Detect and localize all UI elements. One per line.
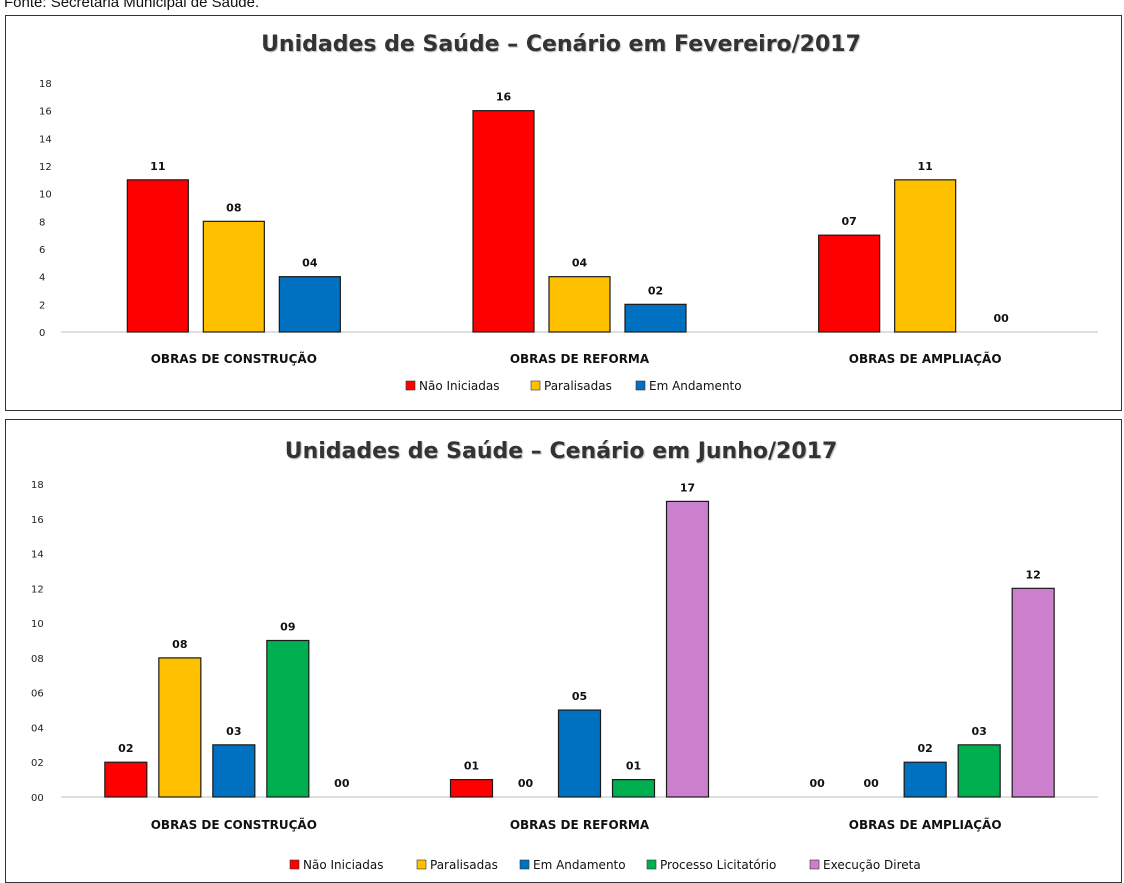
data-label: 00	[810, 777, 826, 790]
bar	[557, 709, 602, 798]
chart-junho: Unidades de Saúde – Cenário em Junho/201…	[31, 439, 1098, 872]
data-label: 17	[680, 481, 695, 494]
bar	[611, 779, 656, 798]
data-label: 01	[464, 760, 479, 773]
chart-panel-junho: Unidades de Saúde – Cenário em Junho/201…	[5, 419, 1122, 883]
data-label: 02	[918, 742, 933, 755]
legend-label: Em Andamento	[533, 858, 626, 872]
y-tick-label: 02	[31, 758, 44, 769]
data-label: 00	[864, 777, 880, 790]
data-label: 12	[1026, 568, 1041, 581]
bar	[278, 276, 341, 333]
legend-label: Não Iniciadas	[419, 379, 499, 393]
y-tick-label: 14	[31, 550, 44, 561]
chart-title: Unidades de Saúde – Cenário em Fevereiro…	[261, 32, 861, 57]
legend-label: Paralisadas	[430, 858, 498, 872]
bar	[624, 303, 687, 333]
legend-label: Processo Licitatório	[660, 858, 776, 872]
data-label: 08	[226, 201, 241, 214]
data-label: 11	[918, 160, 933, 173]
chart-title: Unidades de Saúde – Cenário em Junho/201…	[285, 439, 838, 464]
data-label: 02	[648, 284, 663, 297]
data-label: 01	[626, 760, 641, 773]
bar	[212, 744, 256, 798]
data-label: 00	[334, 777, 350, 790]
source-note: Fonte: Secretaria Municipal de Saúde.	[4, 0, 260, 11]
data-label: 02	[118, 742, 133, 755]
legend-swatch	[809, 859, 820, 870]
y-tick-label: 16	[31, 515, 44, 526]
category-label: OBRAS DE AMPLIAÇÃO	[849, 351, 1002, 366]
y-tick-label: 12	[39, 162, 52, 173]
bar	[202, 220, 265, 333]
bar	[665, 500, 710, 798]
y-tick-label: 18	[31, 480, 44, 491]
legend-swatch	[635, 380, 646, 391]
category-label: OBRAS DE AMPLIAÇÃO	[849, 817, 1002, 832]
legend-swatch	[519, 859, 530, 870]
data-label: 00	[518, 777, 534, 790]
bar	[548, 276, 611, 333]
bar	[104, 761, 148, 798]
y-tick-label: 6	[39, 245, 45, 256]
data-label: 07	[842, 215, 857, 228]
data-label: 03	[226, 725, 241, 738]
y-tick-label: 18	[39, 79, 52, 90]
chart-fevereiro: Unidades de Saúde – Cenário em Fevereiro…	[39, 32, 1098, 393]
y-tick-label: 4	[39, 273, 45, 284]
legend-swatch	[530, 380, 541, 391]
data-label: 04	[302, 257, 318, 270]
bar	[449, 779, 494, 798]
bar	[957, 744, 1001, 798]
y-tick-label: 0	[39, 328, 45, 339]
chart-panel-fevereiro: Unidades de Saúde – Cenário em Fevereiro…	[5, 15, 1122, 411]
bar	[266, 639, 310, 798]
category-label: OBRAS DE CONSTRUÇÃO	[151, 351, 317, 366]
legend-swatch	[646, 859, 657, 870]
y-tick-label: 10	[31, 619, 44, 630]
y-tick-label: 8	[39, 217, 45, 228]
y-tick-label: 06	[31, 689, 44, 700]
bar	[1011, 587, 1055, 798]
legend-swatch	[416, 859, 427, 870]
bar	[818, 234, 881, 333]
bar	[903, 761, 947, 798]
bar	[126, 179, 189, 333]
bar	[158, 657, 202, 798]
category-label: OBRAS DE CONSTRUÇÃO	[151, 817, 317, 832]
data-label: 00	[994, 312, 1010, 325]
legend-label: Execução Direta	[823, 858, 921, 872]
y-tick-label: 10	[39, 190, 52, 201]
y-tick-label: 04	[31, 723, 44, 734]
data-label: 05	[572, 690, 587, 703]
y-tick-label: 16	[39, 107, 52, 118]
legend-swatch	[405, 380, 416, 391]
legend-label: Paralisadas	[544, 379, 612, 393]
data-label: 04	[572, 257, 588, 270]
y-tick-label: 00	[31, 793, 44, 804]
data-label: 03	[972, 725, 987, 738]
data-label: 16	[496, 91, 512, 104]
category-label: OBRAS DE REFORMA	[510, 818, 650, 832]
data-label: 09	[280, 621, 295, 634]
y-tick-label: 12	[31, 584, 44, 595]
data-label: 11	[150, 160, 165, 173]
category-label: OBRAS DE REFORMA	[510, 352, 650, 366]
bar	[894, 179, 957, 333]
legend-label: Não Iniciadas	[303, 858, 383, 872]
data-label: 08	[172, 638, 187, 651]
y-tick-label: 2	[39, 300, 45, 311]
legend-swatch	[289, 859, 300, 870]
legend-label: Em Andamento	[649, 379, 742, 393]
bar	[472, 110, 535, 333]
y-tick-label: 08	[31, 654, 44, 665]
y-tick-label: 14	[39, 134, 52, 145]
